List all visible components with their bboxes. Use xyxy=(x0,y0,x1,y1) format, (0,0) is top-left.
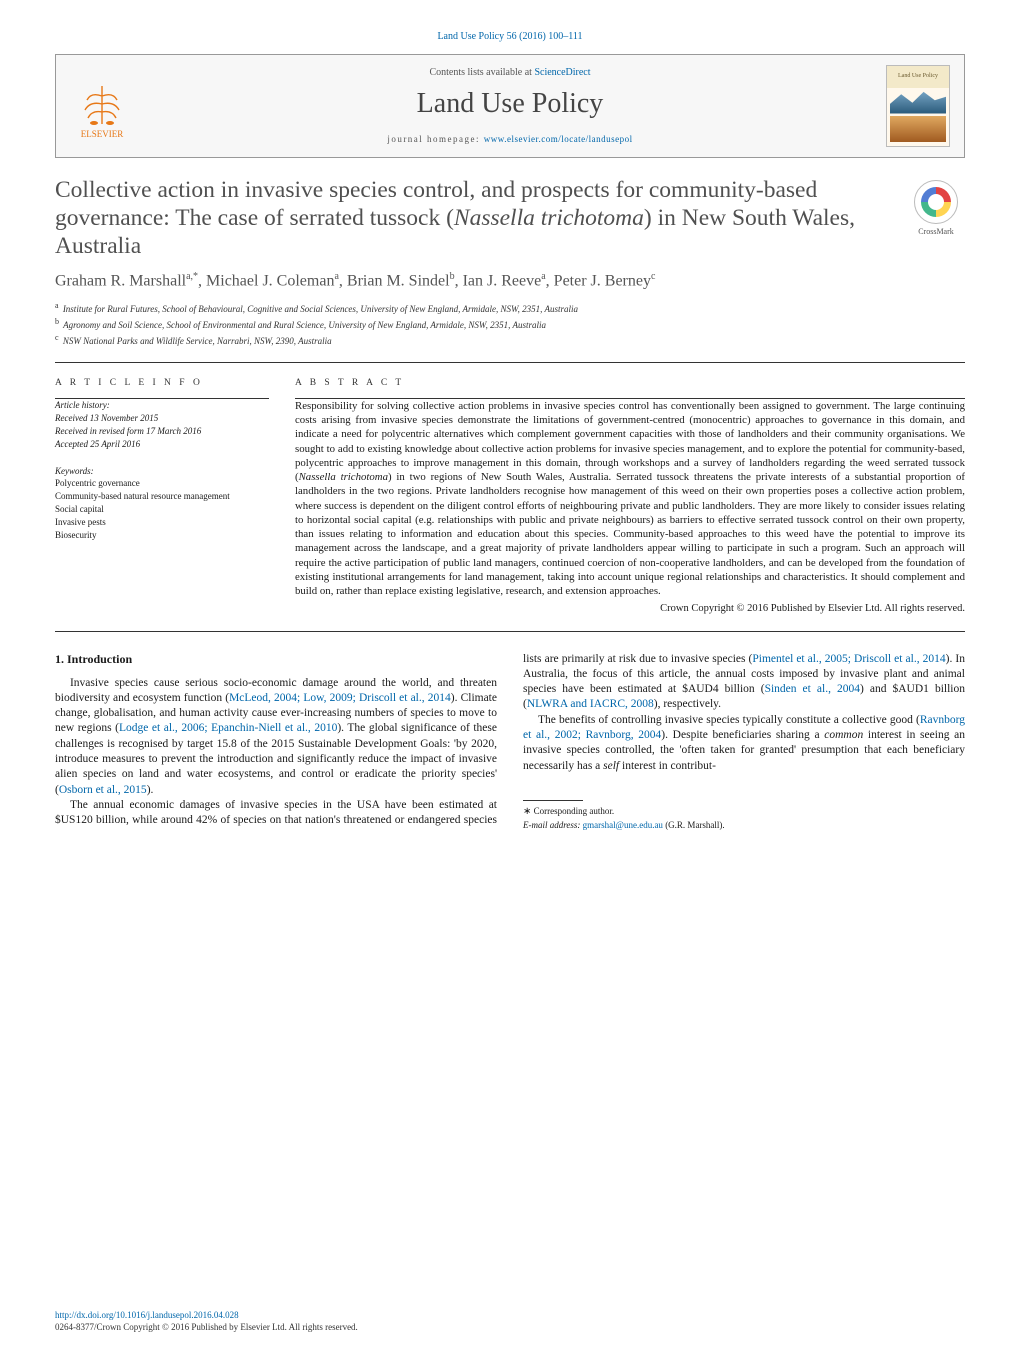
keywords-block: Keywords: Polycentric governanceCommunit… xyxy=(55,465,269,542)
article-info-column: A R T I C L E I N F O Article history: R… xyxy=(55,377,269,616)
t: common xyxy=(824,729,863,741)
t: self xyxy=(603,760,619,772)
abs-p2: ) in two regions of New South Wales, Aus… xyxy=(295,471,965,597)
journal-reference: Land Use Policy 56 (2016) 100–111 xyxy=(55,30,965,44)
article-info-heading: A R T I C L E I N F O xyxy=(55,377,269,390)
affiliation-line: a Institute for Rural Futures, School of… xyxy=(55,300,965,316)
keyword-item: Polycentric governance xyxy=(55,477,269,490)
abstract-heading: A B S T R A C T xyxy=(295,377,965,390)
keyword-item: Social capital xyxy=(55,503,269,516)
t: ), respectively. xyxy=(654,698,721,710)
footnote-rule xyxy=(523,800,583,801)
email-line: E-mail address: gmarshal@une.edu.au (G.R… xyxy=(523,819,965,832)
journal-cover-thumbnail: Land Use Policy xyxy=(886,65,950,147)
rule-top xyxy=(55,362,965,363)
cover-art-1 xyxy=(890,90,946,114)
body-para-3: The benefits of controlling invasive spe… xyxy=(523,713,965,774)
crossmark-widget[interactable]: CrossMark xyxy=(907,180,965,238)
cover-art-2 xyxy=(890,116,946,142)
abstract-column: A B S T R A C T Responsibility for solvi… xyxy=(295,377,965,616)
citation-link[interactable]: Sinden et al., 2004 xyxy=(765,683,860,695)
email-link[interactable]: gmarshal@une.edu.au xyxy=(583,820,663,830)
corresponding-author-note: ∗ Corresponding author. xyxy=(523,805,965,819)
t: ). xyxy=(147,784,154,796)
body-two-column: 1. Introduction Invasive species cause s… xyxy=(55,652,965,832)
journal-title: Land Use Policy xyxy=(146,85,874,123)
t: ). Despite beneficiaries sharing a xyxy=(661,729,824,741)
affiliation-line: b Agronomy and Soil Science, School of E… xyxy=(55,316,965,332)
footnotes-block: ∗ Corresponding author. E-mail address: … xyxy=(523,800,965,832)
homepage-prefix: journal homepage: xyxy=(387,134,483,144)
keywords-label: Keywords: xyxy=(55,465,269,477)
contents-available-line: Contents lists available at ScienceDirec… xyxy=(146,66,874,80)
history-accepted: Accepted 25 April 2016 xyxy=(55,438,269,451)
t: interest in contribut- xyxy=(619,760,716,772)
history-received: Received 13 November 2015 xyxy=(55,412,269,425)
doi-link[interactable]: http://dx.doi.org/10.1016/j.landusepol.2… xyxy=(55,1310,239,1320)
journal-homepage-line: journal homepage: www.elsevier.com/locat… xyxy=(146,133,874,145)
crossmark-icon xyxy=(914,180,958,224)
history-revised: Received in revised form 17 March 2016 xyxy=(55,425,269,438)
body-para-1: Invasive species cause serious socio-eco… xyxy=(55,676,497,798)
t: The benefits of controlling invasive spe… xyxy=(538,714,920,726)
citation-link[interactable]: McLeod, 2004; Low, 2009; Driscoll et al.… xyxy=(229,692,451,704)
citation-link[interactable]: Pimentel et al., 2005; Driscoll et al., … xyxy=(752,653,945,665)
affiliation-line: c NSW National Parks and Wildlife Servic… xyxy=(55,332,965,348)
sciencedirect-link[interactable]: ScienceDirect xyxy=(534,67,590,78)
issn-copyright: 0264-8377/Crown Copyright © 2016 Publish… xyxy=(55,1322,358,1332)
rule-bottom xyxy=(55,631,965,632)
crossmark-label: CrossMark xyxy=(907,227,965,238)
header-center: Contents lists available at ScienceDirec… xyxy=(146,66,874,145)
abstract-copyright: Crown Copyright © 2016 Published by Else… xyxy=(295,602,965,616)
authors-line: Graham R. Marshalla,*, Michael J. Colema… xyxy=(55,270,965,292)
abstract-text: Responsibility for solving collective ac… xyxy=(295,399,965,599)
elsevier-tree-icon xyxy=(79,82,125,128)
title-species: Nassella trichotoma xyxy=(454,205,644,231)
abs-species: Nassella trichotoma xyxy=(299,471,388,483)
citation-link[interactable]: NLWRA and IACRC, 2008 xyxy=(527,698,654,710)
contents-prefix: Contents lists available at xyxy=(429,67,534,78)
t: Corresponding author. xyxy=(534,806,615,816)
keywords-list: Polycentric governanceCommunity-based na… xyxy=(55,477,269,542)
journal-header: ELSEVIER Contents lists available at Sci… xyxy=(55,54,965,158)
cover-title: Land Use Policy xyxy=(887,66,949,88)
keyword-item: Biosecurity xyxy=(55,529,269,542)
page-footer: http://dx.doi.org/10.1016/j.landusepol.2… xyxy=(55,1309,358,1333)
email-label: E-mail address: xyxy=(523,820,580,830)
section-1-heading: 1. Introduction xyxy=(55,652,497,668)
citation-link[interactable]: Osborn et al., 2015 xyxy=(59,784,147,796)
keyword-item: Invasive pests xyxy=(55,516,269,529)
article-history: Article history: Received 13 November 20… xyxy=(55,399,269,451)
asterisk-icon: ∗ xyxy=(523,806,531,817)
article-title: Collective action in invasive species co… xyxy=(55,176,893,261)
history-label: Article history: xyxy=(55,399,269,412)
elsevier-wordmark: ELSEVIER xyxy=(81,128,124,140)
affiliations-block: a Institute for Rural Futures, School of… xyxy=(55,300,965,348)
citation-link[interactable]: Lodge et al., 2006; Epanchin-Niell et al… xyxy=(119,722,337,734)
keyword-item: Community-based natural resource managem… xyxy=(55,490,269,503)
email-attribution: (G.R. Marshall). xyxy=(665,820,725,830)
elsevier-logo: ELSEVIER xyxy=(70,71,134,141)
journal-homepage-link[interactable]: www.elsevier.com/locate/landusepol xyxy=(484,134,633,144)
